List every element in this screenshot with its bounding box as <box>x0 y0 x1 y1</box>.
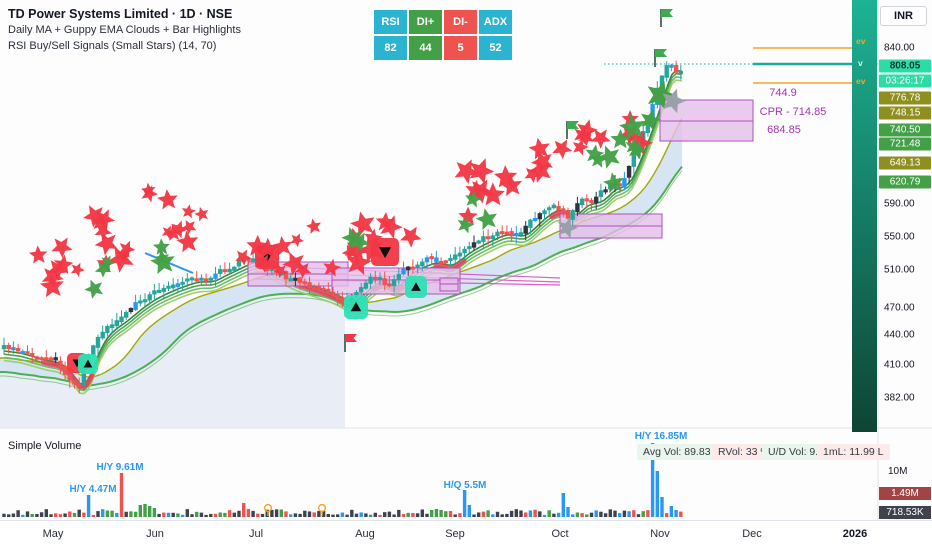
symbol-title[interactable]: TD Power Systems Limited · 1D · NSE <box>8 7 233 21</box>
time-label-oct: Oct <box>551 528 569 540</box>
alert-edge-label: ev <box>856 36 866 46</box>
price-tick: 510.00 <box>884 264 915 276</box>
volume-info-pill: Avg Vol: 89.83 Cr <box>637 444 731 460</box>
indicator-value-table: RSI DI+ DI- ADX 82 44 5 52 <box>372 8 514 62</box>
time-label-dec: Dec <box>742 528 762 540</box>
indicator-header-diplus: DI+ <box>409 10 442 34</box>
time-label-jun: Jun <box>146 528 164 540</box>
alert-edge-label: ev <box>856 76 866 86</box>
cpr-level-label: 744.9 <box>769 87 797 99</box>
time-label-2026: 2026 <box>842 528 868 540</box>
indicator-value-adx: 52 <box>479 36 512 60</box>
price-label: 776.78 <box>879 91 931 105</box>
price-label: 649.13 <box>879 156 931 170</box>
price-tick: 550.00 <box>884 231 915 243</box>
price-label: 620.79 <box>879 175 931 189</box>
price-tick: 410.00 <box>884 359 915 371</box>
price-tick: 840.00 <box>884 42 915 54</box>
price-label: 721.48 <box>879 137 931 151</box>
volume-high-annotation: H/Y 16.85M <box>634 431 688 442</box>
indicator-header-diminus: DI- <box>444 10 477 34</box>
volume-scale-label: 718.53K <box>879 506 931 519</box>
volume-scale-tick: 10M <box>888 466 908 477</box>
indicator-header-rsi: RSI <box>374 10 407 34</box>
price-tick: 590.00 <box>884 198 915 210</box>
volume-high-annotation: H/Y 4.47M <box>69 484 117 495</box>
price-tick: 382.00 <box>884 392 915 404</box>
time-label-jul: Jul <box>248 528 264 540</box>
price-tick: 440.00 <box>884 329 915 341</box>
price-label: 740.50 <box>879 123 931 137</box>
indicator-name-1[interactable]: Daily MA + Guppy EMA Clouds + Bar Highli… <box>8 24 241 36</box>
indicator-value-diminus: 5 <box>444 36 477 60</box>
volume-info-pill: U/D Vol: 9.5 <box>762 444 831 460</box>
volume-info-pill: 1mL: 11.99 L <box>817 444 890 460</box>
time-scale[interactable]: May Jun Jul Aug Sep Oct Nov Dec 2026 <box>0 520 932 550</box>
indicator-value-rsi: 82 <box>374 36 407 60</box>
time-label-sep: Sep <box>445 528 465 540</box>
alert-edge-label: v <box>858 58 863 68</box>
volume-high-annotation: H/Q 5.5M <box>443 480 487 491</box>
price-label: 748.15 <box>879 106 931 120</box>
volume-high-annotation: H/Y 9.61M <box>96 462 144 473</box>
cpr-level-label: 684.85 <box>767 124 801 136</box>
time-label-nov: Nov <box>650 528 670 540</box>
price-label: 03:26:17 <box>879 74 931 88</box>
price-scale[interactable]: 840.00 590.00 550.00 510.00 470.00 440.00 410.… <box>878 0 932 520</box>
volume-scale-label: 1.49M <box>879 487 931 500</box>
volume-pane-title[interactable]: Simple Volume <box>8 440 82 452</box>
time-label-may: May <box>42 528 64 540</box>
cpr-level-label: CPR - 714.85 <box>759 106 827 118</box>
indicator-header-adx: ADX <box>479 10 512 34</box>
price-tick: 470.00 <box>884 302 915 314</box>
time-label-aug: Aug <box>355 528 375 540</box>
chart-legend: TD Power Systems Limited · 1D · NSE Dail… <box>8 6 241 54</box>
volume-info-pill: RVol: 33 % <box>712 444 776 460</box>
currency-button[interactable]: INR <box>880 6 927 26</box>
indicator-value-diplus: 44 <box>409 36 442 60</box>
price-label: 808.05 <box>879 59 931 73</box>
indicator-name-2[interactable]: RSI Buy/Sell Signals (Small Stars) (14, … <box>8 40 217 52</box>
